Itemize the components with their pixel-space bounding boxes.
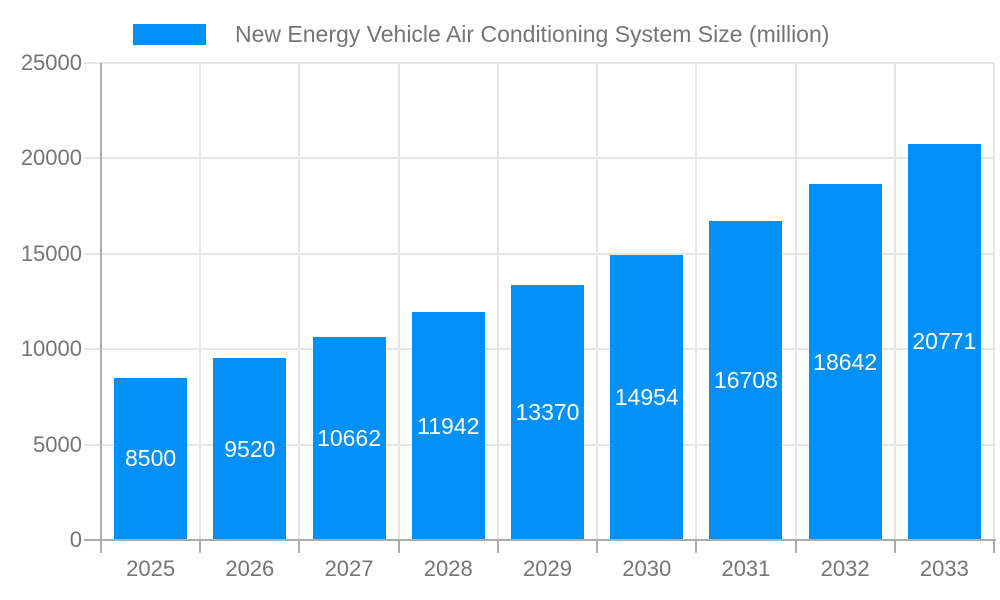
- gridline-vertical: [695, 63, 698, 540]
- x-axis-tick-label: 2033: [919, 556, 969, 581]
- x-axis-tick-label: 2030: [622, 556, 672, 581]
- x-axis-tick-label: 2028: [423, 556, 473, 581]
- x-axis-tick-label: 2029: [523, 556, 572, 581]
- bar-value-label: 16708: [713, 367, 778, 394]
- x-axis-tick: [397, 540, 400, 553]
- x-axis-tick: [496, 540, 499, 553]
- x-axis-tick-label: 2027: [324, 556, 374, 581]
- x-axis-tick: [298, 540, 301, 553]
- bar-value-label: 11942: [417, 412, 480, 439]
- x-axis-labels: 2025 2026 2027 2028 2029 2030 2031 2032 2033: [101, 556, 994, 586]
- bar-value-label: 8500: [125, 445, 177, 472]
- gridline-vertical: [496, 63, 499, 540]
- x-axis-tick-label: 2025: [126, 556, 176, 581]
- bar: 8500: [114, 377, 188, 540]
- y-axis-tick-label: 20000: [20, 145, 82, 171]
- gridline-vertical: [199, 63, 202, 540]
- bar: 11942: [411, 312, 485, 540]
- y-axis-line: [100, 63, 102, 540]
- bar: 18642: [808, 184, 882, 540]
- x-axis-tick: [100, 540, 102, 553]
- x-axis-tick: [695, 540, 698, 553]
- x-axis-tick: [893, 540, 896, 553]
- y-axis-tick-label: 10000: [20, 336, 82, 362]
- bar: 9520: [213, 358, 287, 540]
- x-axis-tick-label: 2026: [225, 556, 275, 581]
- legend-item[interactable]: New Energy Vehicle Air Conditioning Syst…: [133, 21, 830, 47]
- bar: 14954: [610, 254, 684, 540]
- y-axis-tick-label: 15000: [20, 240, 82, 266]
- bar: 10662: [312, 336, 386, 540]
- x-axis-tick: [199, 540, 202, 553]
- bar-value-label: 18642: [813, 348, 878, 375]
- x-axis-tick: [596, 540, 599, 553]
- gridline-vertical: [596, 63, 599, 540]
- gridline-vertical: [298, 63, 301, 540]
- gridline-horizontal: [84, 252, 994, 255]
- bar: 20771: [907, 143, 981, 540]
- gridline-vertical: [993, 63, 995, 540]
- gridline-horizontal: [84, 62, 994, 64]
- plot-area: 8500 9520 10662 11942 13370 14954 16708 18642 20…: [84, 62, 996, 553]
- bar: 13370: [511, 284, 584, 540]
- x-axis-line: [84, 539, 996, 541]
- bar-value-label: 20771: [912, 328, 977, 355]
- bar-value-label: 13370: [515, 398, 580, 425]
- bar-value-label: 14954: [614, 383, 679, 410]
- bar-value-label: 9520: [224, 435, 276, 462]
- bar: 16708: [709, 221, 783, 540]
- x-axis-tick-label: 2031: [721, 556, 771, 581]
- legend-label: New Energy Vehicle Air Conditioning Syst…: [235, 21, 830, 47]
- legend-swatch-icon: [133, 23, 206, 45]
- x-axis-tick: [993, 540, 995, 553]
- y-axis-labels: 0 5000 10000 15000 20000 25000: [0, 52, 82, 551]
- x-axis-tick: [794, 540, 797, 553]
- y-axis-tick-label: 0: [69, 527, 82, 552]
- y-axis-tick-label: 25000: [20, 50, 82, 75]
- gridline-horizontal: [84, 157, 994, 160]
- gridline-vertical: [794, 63, 797, 540]
- x-axis-tick-label: 2032: [820, 556, 870, 581]
- bar-value-label: 10662: [317, 424, 382, 451]
- y-axis-tick-label: 5000: [33, 431, 82, 457]
- gridline-vertical: [397, 63, 400, 540]
- gridline-vertical: [893, 63, 896, 540]
